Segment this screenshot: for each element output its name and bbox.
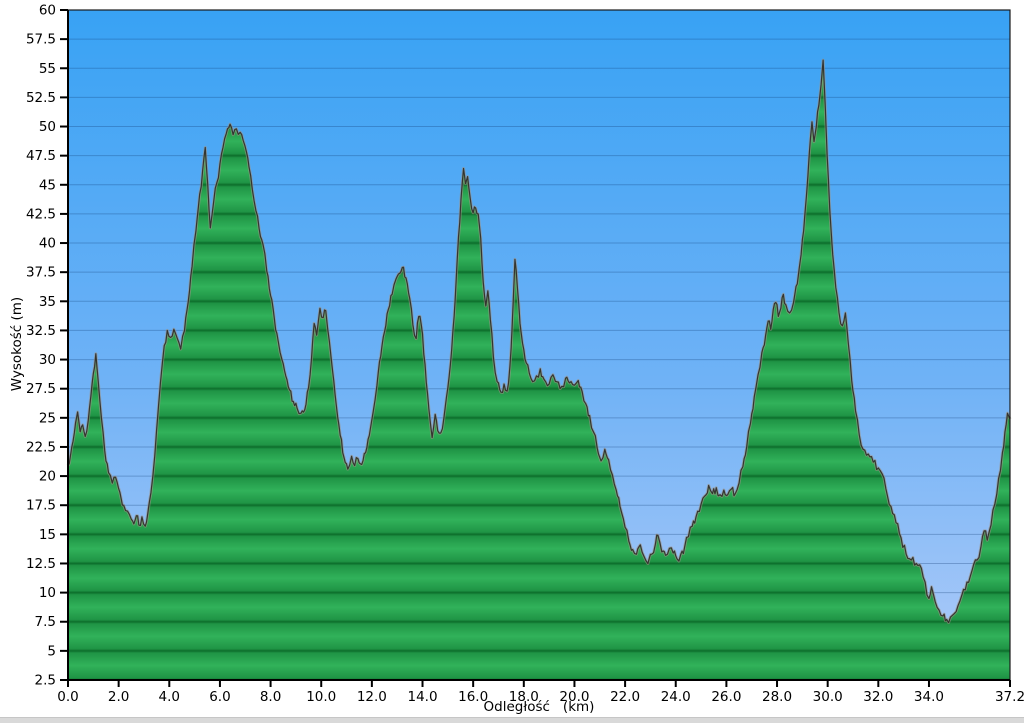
y-tick-label: 40 (39, 236, 56, 252)
y-tick-label: 50 (39, 119, 56, 135)
x-tick-label: 4.0 (159, 689, 180, 705)
x-tick-label: 32.0 (863, 689, 893, 705)
y-tick-label: 25 (39, 410, 56, 426)
elevation-line (67, 59, 1011, 624)
x-tick-label: 37.2 (995, 689, 1024, 705)
y-tick-label: 37.5 (26, 265, 56, 281)
x-tick-label: 22.0 (610, 689, 640, 705)
y-tick-label: 17.5 (26, 498, 56, 514)
x-tick-label: 12.0 (357, 689, 387, 705)
y-axis-title: Wysokość (m) (9, 296, 25, 392)
y-tick-label: 2.5 (35, 673, 56, 689)
x-axis-title-text: Odległość (483, 699, 550, 715)
y-tick-label: 12.5 (26, 556, 56, 572)
y-tick-label: 10 (39, 585, 56, 601)
y-tick-label: 42.5 (26, 206, 56, 222)
y-tick-label: 52.5 (26, 90, 56, 106)
x-tick-label: 14.0 (407, 689, 437, 705)
elevation-area (68, 60, 1010, 681)
y-tick-label: 55 (39, 61, 56, 77)
x-tick-label: 0.0 (57, 689, 78, 705)
plot-border (67, 9, 1011, 681)
x-axis-title: Odległość (km) (339, 699, 739, 715)
x-tick-label: 30.0 (813, 689, 843, 705)
y-tick-label: 7.5 (35, 614, 56, 630)
window-bottom-bar (0, 717, 1024, 723)
y-tick-label: 30 (39, 352, 56, 368)
y-tick-label: 20 (39, 469, 56, 485)
x-tick-label: 8.0 (260, 689, 281, 705)
y-tick-label: 15 (39, 527, 56, 543)
y-tick-label: 5 (47, 643, 56, 659)
x-tick-label: 18.0 (509, 689, 539, 705)
x-tick-label: 34.0 (914, 689, 944, 705)
y-tick-label: 27.5 (26, 381, 56, 397)
elevation-outline (66, 58, 1012, 624)
x-tick-label: 16.0 (458, 689, 488, 705)
x-tick-label: 24.0 (661, 689, 691, 705)
x-tick-label: 6.0 (209, 689, 230, 705)
y-axis-ticks: 6057.55552.55047.54542.54037.53532.53027… (26, 3, 68, 689)
x-tick-label: 10.0 (306, 689, 336, 705)
elevation-fill (68, 60, 1010, 681)
y-tick-label: 22.5 (26, 439, 56, 455)
x-tick-label: 20.0 (559, 689, 589, 705)
x-tick-label: 26.0 (711, 689, 741, 705)
x-tick-label: 28.0 (762, 689, 792, 705)
y-tick-label: 60 (39, 3, 56, 19)
y-tick-label: 45 (39, 177, 56, 193)
x-tick-label: 2.0 (108, 689, 129, 705)
x-axis-ticks: 0.0 2.0 4.0 6.0 8.0 10.0 12.0 14.0 16.0 18.0 20.0 2… (57, 680, 1024, 705)
y-tick-label: 32.5 (26, 323, 56, 339)
y-tick-label: 47.5 (26, 148, 56, 164)
x-axis-title-unit: (km) (562, 699, 595, 715)
y-tick-label: 35 (39, 294, 56, 310)
y-tick-label: 57.5 (26, 32, 56, 48)
